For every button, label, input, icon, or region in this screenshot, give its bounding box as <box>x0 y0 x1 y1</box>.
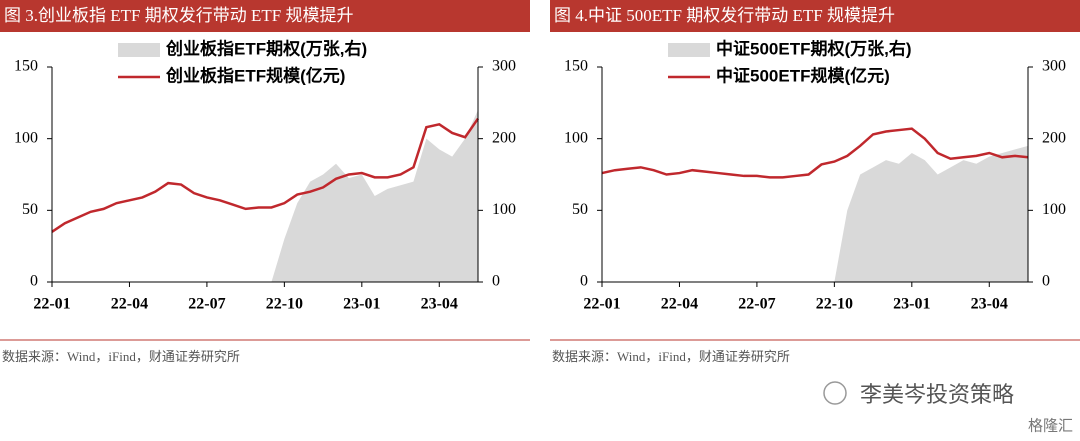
x-tick-label: 23-04 <box>971 296 1008 313</box>
x-tick-label: 22-07 <box>188 296 225 313</box>
y-tick-label: 50 <box>572 201 588 218</box>
y2-tick-label: 0 <box>1042 273 1050 290</box>
title-bar <box>550 0 1080 32</box>
source-note: 数据来源：Wind，iFind，财通证券研究所 <box>552 349 790 364</box>
y2-tick-label: 100 <box>492 201 516 218</box>
y2-tick-label: 100 <box>1042 201 1066 218</box>
x-tick-label: 22-01 <box>33 296 70 313</box>
x-tick-label: 22-07 <box>738 296 775 313</box>
wechat-icon <box>823 381 847 405</box>
legend-label: 创业板指ETF规模(亿元) <box>165 65 345 85</box>
legend-label: 创业板指ETF期权(万张,右) <box>165 38 367 58</box>
line <box>601 127 1029 179</box>
y-tick-label: 150 <box>14 58 38 75</box>
x-tick-label: 23-01 <box>343 296 380 313</box>
area <box>602 145 1028 282</box>
logo: 格隆汇 <box>1028 417 1073 435</box>
x-tick-label: 22-04 <box>111 296 148 313</box>
legend-swatch <box>118 43 160 57</box>
y-tick-label: 0 <box>580 273 588 290</box>
chart-title: 图 4.中证 500ETF 期权发行带动 ETF 规模提升 <box>554 6 895 25</box>
legend-label: 中证500ETF规模(亿元) <box>716 65 890 85</box>
legend-swatch <box>668 43 710 57</box>
x-tick-label: 22-04 <box>661 296 698 313</box>
y-tick-label: 50 <box>22 201 38 218</box>
y-tick-label: 150 <box>564 58 588 75</box>
x-tick-label: 22-10 <box>266 296 303 313</box>
chart-title: 图 3.创业板指 ETF 期权发行带动 ETF 规模提升 <box>4 6 353 25</box>
y-tick-label: 0 <box>30 273 38 290</box>
y2-tick-label: 300 <box>492 58 516 75</box>
title-bar <box>0 0 530 32</box>
x-tick-label: 22-10 <box>816 296 853 313</box>
x-tick-label: 22-01 <box>583 296 620 313</box>
y2-tick-label: 0 <box>492 273 500 290</box>
x-tick-label: 23-04 <box>421 296 458 313</box>
y2-tick-label: 300 <box>1042 58 1066 75</box>
y2-tick-label: 200 <box>492 129 516 146</box>
source-note: 数据来源：Wind，iFind，财通证券研究所 <box>2 349 240 364</box>
y-tick-label: 100 <box>564 129 588 146</box>
x-tick-label: 23-01 <box>893 296 930 313</box>
y2-tick-label: 200 <box>1042 129 1066 146</box>
area <box>52 110 478 282</box>
line <box>51 117 480 233</box>
watermark: 李美岑投资策略 <box>860 383 1014 408</box>
y-tick-label: 100 <box>14 129 38 146</box>
legend-label: 中证500ETF期权(万张,右) <box>716 38 912 58</box>
